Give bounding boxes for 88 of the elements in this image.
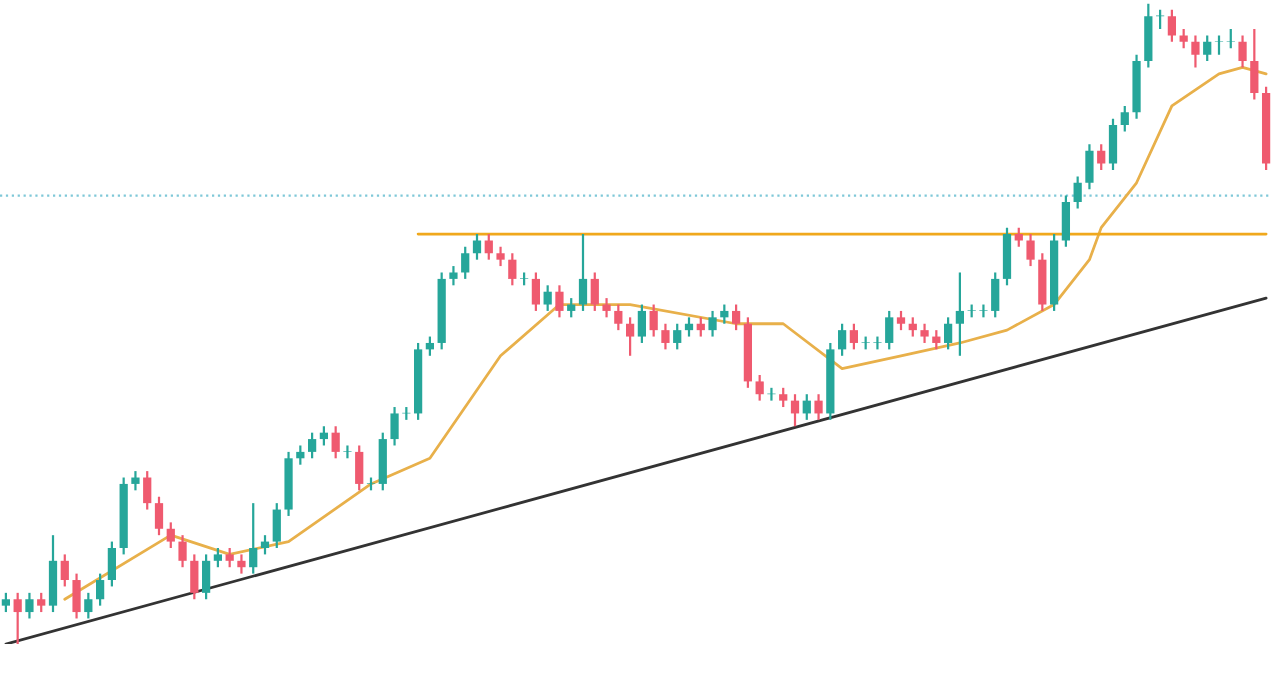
candlestick [131,470,140,492]
candlestick [1108,117,1118,172]
candlestick [625,316,635,357]
candlestick [1073,175,1082,210]
candlestick [578,232,588,313]
candlestick [249,502,258,575]
candlestick [60,553,69,588]
candlestick [201,553,211,601]
candlestick [378,431,387,492]
candlestick [943,316,953,351]
candlestick [849,322,859,351]
candlestick [390,405,399,447]
candlestick [1179,27,1188,50]
candlestick [95,572,105,607]
candlestick [190,553,199,601]
candlestick [802,393,811,421]
candlestick [708,309,717,338]
candlestick [731,303,741,332]
candlestick [543,284,552,313]
candlestick [331,425,340,460]
candlestick [649,303,658,338]
candlestick [896,309,906,332]
candlestick [696,316,705,338]
candlestick [237,553,246,575]
candlestick [484,232,493,261]
candlestick [1061,194,1071,248]
candlestick [425,335,435,357]
candlestick [319,425,329,447]
candlestick [84,591,93,620]
candlestick [1191,34,1200,69]
candlestick [1144,3,1153,69]
candlestick [755,373,764,402]
candlestick [508,252,517,287]
candlestick [673,322,682,351]
candlestick [461,245,470,281]
candlestick [166,521,175,550]
candlestick [779,386,788,409]
candlestick [272,502,281,550]
candlestick [908,316,917,338]
candlestick [814,393,823,421]
candlestick [920,322,929,345]
candlestick [296,444,305,466]
candlestick [107,540,117,588]
candlestick [496,245,505,268]
candlestick [1167,8,1177,43]
candlestick [213,546,223,569]
candlestick [1238,34,1247,69]
candlestick [637,303,647,345]
candlestick [449,264,458,287]
candlestick [1203,34,1212,63]
candlestick [602,297,611,319]
candlestick [343,444,352,460]
candlestick [932,329,941,351]
candlestick [1120,104,1129,133]
candlestick [790,393,800,428]
candlestick [1250,27,1259,101]
candlestick [1002,226,1012,287]
candlestick [1214,34,1224,56]
candlestick [1014,226,1023,248]
candlestick [48,534,58,614]
candlestick [1085,143,1094,191]
candlestick [567,297,576,319]
candlestick [25,591,34,620]
candlestick [13,591,22,645]
candlestick [154,495,164,537]
candlestick [1026,232,1035,268]
candlestick [72,572,81,620]
candlestick [555,284,564,319]
candlestick [260,534,270,556]
candlestick [1,591,11,614]
candlestick [307,431,317,460]
candlestick [1226,27,1235,50]
candlestick [472,232,482,261]
candlestick [1038,252,1047,313]
candlestick [590,271,599,313]
candlestick [1097,143,1106,172]
candlestick [37,591,46,614]
candlestick [178,534,187,569]
candlestick [661,322,670,351]
candlestick [720,303,729,325]
candlestick [143,470,152,511]
candlestick [225,546,234,569]
candlestick [355,444,364,492]
candlestick [837,322,847,357]
candlestick [955,271,965,357]
candlestick [614,303,623,332]
candlestick [531,271,541,313]
candlestick [684,316,694,338]
